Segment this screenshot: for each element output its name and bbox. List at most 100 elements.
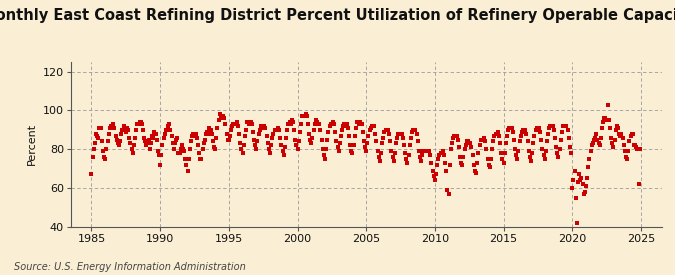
Point	[225, 128, 236, 132]
Point	[424, 149, 435, 153]
Point	[195, 157, 206, 161]
Point	[381, 128, 392, 132]
Point	[357, 130, 368, 134]
Point	[110, 133, 121, 138]
Point	[131, 128, 142, 132]
Point	[140, 139, 151, 144]
Point	[363, 133, 374, 138]
Point	[275, 135, 286, 140]
Point	[324, 124, 335, 128]
Point	[202, 131, 213, 136]
Point	[421, 149, 431, 153]
Point	[95, 126, 106, 130]
Point	[184, 157, 194, 161]
Point	[172, 135, 183, 140]
Point	[248, 137, 259, 142]
Point	[589, 137, 599, 142]
Point	[271, 128, 281, 132]
Point	[595, 135, 606, 140]
Point	[456, 161, 466, 165]
Point	[460, 143, 471, 148]
Point	[538, 153, 549, 157]
Point	[115, 139, 126, 144]
Point	[457, 163, 468, 167]
Point	[321, 147, 331, 152]
Point	[190, 131, 201, 136]
Point	[465, 141, 476, 145]
Point	[306, 141, 317, 145]
Point	[620, 149, 630, 153]
Point	[253, 131, 264, 136]
Point	[362, 141, 373, 145]
Point	[602, 102, 613, 107]
Point	[601, 118, 612, 122]
Point	[97, 149, 108, 153]
Point	[358, 139, 369, 144]
Point	[223, 137, 234, 142]
Point	[222, 137, 233, 142]
Point	[500, 151, 510, 155]
Point	[513, 149, 524, 153]
Point	[605, 126, 616, 130]
Point	[617, 135, 628, 140]
Point	[562, 128, 573, 132]
Point	[283, 122, 294, 126]
Point	[198, 141, 209, 145]
Point	[167, 141, 178, 145]
Point	[214, 112, 225, 117]
Point	[266, 143, 277, 148]
Point	[149, 130, 160, 134]
Point	[466, 145, 477, 150]
Point	[122, 126, 132, 130]
Point	[620, 155, 631, 159]
Point	[151, 137, 162, 142]
Point	[388, 159, 399, 163]
Point	[408, 128, 418, 132]
Point	[546, 124, 557, 128]
Point	[605, 135, 616, 140]
Point	[383, 131, 394, 136]
Point	[360, 145, 371, 150]
Point	[346, 149, 356, 153]
Point	[506, 126, 517, 130]
Point	[101, 147, 112, 152]
Point	[211, 135, 221, 140]
Point	[378, 135, 389, 140]
Point	[530, 128, 541, 132]
Point	[302, 122, 313, 126]
Point	[458, 155, 469, 159]
Point	[128, 151, 138, 155]
Point	[310, 118, 321, 122]
Point	[628, 143, 639, 148]
Point	[124, 135, 134, 140]
Point	[125, 141, 136, 145]
Point	[429, 178, 440, 183]
Point	[354, 122, 364, 126]
Point	[134, 120, 145, 124]
Point	[481, 147, 492, 152]
Point	[123, 128, 134, 132]
Point	[197, 147, 208, 152]
Point	[436, 151, 447, 155]
Point	[300, 112, 311, 117]
Point	[86, 172, 97, 177]
Point	[512, 157, 522, 161]
Point	[593, 141, 604, 145]
Point	[87, 155, 98, 159]
Point	[154, 153, 165, 157]
Point	[561, 124, 572, 128]
Point	[616, 131, 627, 136]
Point	[497, 157, 508, 161]
Point	[543, 131, 554, 136]
Point	[591, 131, 601, 136]
Point	[587, 141, 598, 145]
Point	[271, 128, 282, 132]
Point	[217, 116, 227, 120]
Point	[410, 128, 421, 132]
Point	[560, 124, 571, 128]
Point	[574, 172, 585, 177]
Point	[261, 133, 272, 138]
Point	[379, 130, 390, 134]
Point	[448, 135, 458, 140]
Point	[578, 192, 589, 196]
